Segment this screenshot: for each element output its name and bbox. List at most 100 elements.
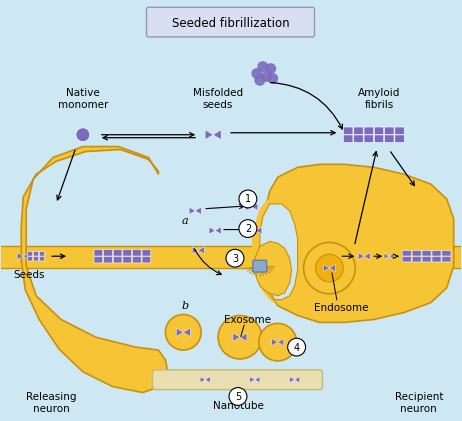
FancyBboxPatch shape bbox=[103, 256, 112, 263]
Polygon shape bbox=[384, 253, 389, 259]
Polygon shape bbox=[255, 241, 292, 296]
FancyBboxPatch shape bbox=[146, 7, 315, 37]
Polygon shape bbox=[209, 227, 215, 234]
Polygon shape bbox=[290, 377, 295, 383]
FancyBboxPatch shape bbox=[402, 256, 411, 262]
Polygon shape bbox=[205, 377, 210, 383]
FancyBboxPatch shape bbox=[133, 250, 141, 256]
Text: a: a bbox=[182, 216, 188, 226]
FancyBboxPatch shape bbox=[384, 135, 394, 142]
Text: Seeds: Seeds bbox=[13, 270, 45, 280]
Polygon shape bbox=[295, 377, 299, 383]
Text: 5: 5 bbox=[235, 392, 241, 402]
Text: 3: 3 bbox=[232, 254, 238, 264]
Polygon shape bbox=[176, 328, 183, 336]
Polygon shape bbox=[256, 227, 262, 234]
Polygon shape bbox=[213, 130, 221, 139]
Circle shape bbox=[226, 249, 244, 267]
FancyBboxPatch shape bbox=[123, 250, 132, 256]
Text: Native
monomer: Native monomer bbox=[58, 88, 108, 110]
FancyBboxPatch shape bbox=[412, 250, 421, 256]
Polygon shape bbox=[358, 253, 364, 260]
Polygon shape bbox=[260, 164, 454, 322]
FancyBboxPatch shape bbox=[27, 251, 32, 256]
Polygon shape bbox=[252, 203, 258, 210]
Polygon shape bbox=[250, 377, 255, 383]
FancyBboxPatch shape bbox=[364, 127, 373, 135]
Polygon shape bbox=[240, 333, 247, 341]
Circle shape bbox=[261, 71, 272, 82]
Text: Endosome: Endosome bbox=[314, 303, 369, 313]
FancyBboxPatch shape bbox=[354, 135, 363, 142]
Circle shape bbox=[265, 63, 276, 74]
Circle shape bbox=[304, 242, 355, 294]
FancyBboxPatch shape bbox=[94, 256, 103, 263]
Text: Recipient
neuron: Recipient neuron bbox=[395, 392, 443, 414]
Circle shape bbox=[316, 254, 343, 282]
FancyBboxPatch shape bbox=[395, 127, 404, 135]
Text: b: b bbox=[182, 301, 189, 311]
FancyBboxPatch shape bbox=[374, 135, 384, 142]
FancyBboxPatch shape bbox=[253, 260, 267, 272]
Polygon shape bbox=[246, 203, 252, 210]
Polygon shape bbox=[323, 264, 329, 272]
Polygon shape bbox=[198, 247, 204, 254]
FancyBboxPatch shape bbox=[27, 256, 32, 261]
FancyBboxPatch shape bbox=[422, 250, 431, 256]
FancyBboxPatch shape bbox=[133, 256, 141, 263]
Polygon shape bbox=[329, 264, 335, 272]
Bar bbox=[1, 246, 461, 268]
FancyBboxPatch shape bbox=[33, 256, 38, 261]
Circle shape bbox=[251, 68, 262, 79]
Polygon shape bbox=[205, 130, 213, 139]
Polygon shape bbox=[364, 253, 370, 260]
Polygon shape bbox=[17, 253, 23, 260]
FancyBboxPatch shape bbox=[113, 250, 122, 256]
Circle shape bbox=[257, 61, 268, 72]
FancyBboxPatch shape bbox=[152, 370, 322, 389]
FancyBboxPatch shape bbox=[94, 250, 103, 256]
Text: 1: 1 bbox=[245, 195, 251, 205]
FancyBboxPatch shape bbox=[344, 135, 353, 142]
FancyBboxPatch shape bbox=[39, 251, 44, 256]
FancyBboxPatch shape bbox=[442, 256, 451, 262]
Circle shape bbox=[239, 190, 257, 208]
Circle shape bbox=[218, 315, 262, 359]
FancyBboxPatch shape bbox=[354, 127, 363, 135]
FancyBboxPatch shape bbox=[39, 256, 44, 261]
FancyBboxPatch shape bbox=[402, 250, 411, 256]
Circle shape bbox=[259, 323, 297, 361]
FancyBboxPatch shape bbox=[432, 250, 441, 256]
Circle shape bbox=[165, 314, 201, 350]
Polygon shape bbox=[23, 253, 29, 260]
FancyBboxPatch shape bbox=[344, 127, 353, 135]
Polygon shape bbox=[252, 199, 278, 306]
Polygon shape bbox=[233, 333, 240, 341]
FancyBboxPatch shape bbox=[142, 250, 151, 256]
FancyBboxPatch shape bbox=[395, 135, 404, 142]
Polygon shape bbox=[389, 253, 394, 259]
FancyBboxPatch shape bbox=[422, 256, 431, 262]
FancyBboxPatch shape bbox=[374, 127, 384, 135]
Polygon shape bbox=[21, 147, 168, 392]
Polygon shape bbox=[260, 204, 298, 300]
Text: Releasing
neuron: Releasing neuron bbox=[26, 392, 76, 414]
Text: 4: 4 bbox=[293, 343, 300, 353]
Text: Exosome: Exosome bbox=[225, 315, 271, 325]
FancyBboxPatch shape bbox=[142, 256, 151, 263]
Polygon shape bbox=[183, 328, 190, 336]
Text: 2: 2 bbox=[245, 224, 251, 234]
Polygon shape bbox=[250, 227, 256, 234]
Polygon shape bbox=[189, 207, 195, 214]
FancyBboxPatch shape bbox=[113, 256, 122, 263]
Polygon shape bbox=[192, 247, 198, 254]
Text: Nanotube: Nanotube bbox=[213, 402, 263, 411]
Circle shape bbox=[267, 73, 278, 84]
Text: Amyloid
fibrils: Amyloid fibrils bbox=[358, 88, 400, 110]
FancyBboxPatch shape bbox=[364, 135, 373, 142]
Polygon shape bbox=[255, 377, 260, 383]
Polygon shape bbox=[195, 207, 201, 214]
FancyBboxPatch shape bbox=[412, 256, 421, 262]
Circle shape bbox=[239, 220, 257, 237]
Text: Seeded fibrillization: Seeded fibrillization bbox=[172, 16, 289, 29]
